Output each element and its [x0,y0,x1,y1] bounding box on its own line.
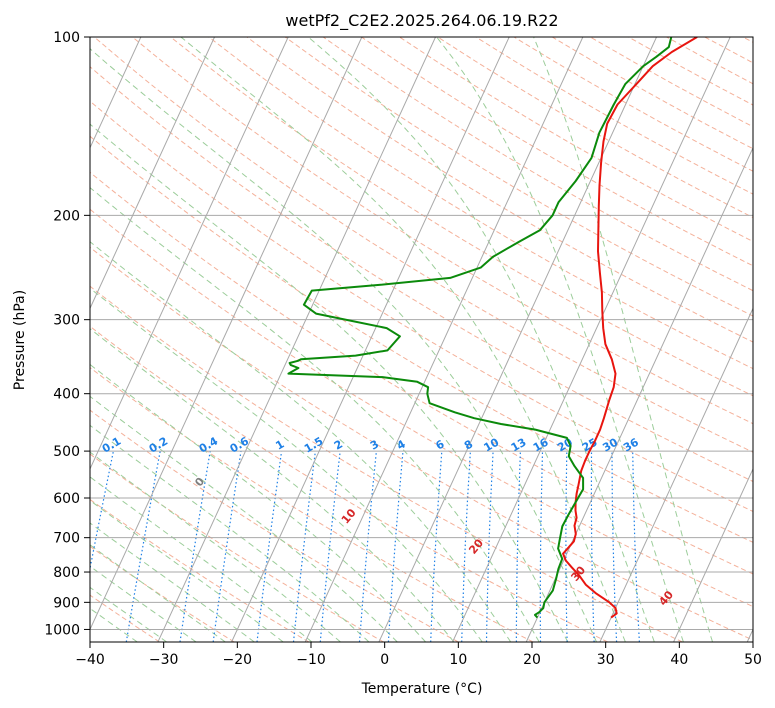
x-tick-label: 0 [380,652,389,668]
isotherm [90,37,215,310]
isotherm [304,37,584,642]
moist-adiabat [90,544,226,642]
isotherms [90,37,753,642]
moist-adiabat [90,123,569,642]
moist-adiabat [90,451,341,642]
isotherm [90,37,289,471]
y-tick-label: 600 [53,491,80,507]
moist-adiabat [90,363,426,642]
isobars [90,37,753,630]
moist-adiabat [90,48,597,642]
moist-adiabat [533,37,713,642]
isotherm [599,307,753,642]
x-axis-ticks: −40 −30 −20 −10 0 10 20 30 40 50 [75,642,762,668]
y-tick-label: 300 [53,313,80,329]
x-tick-label: 10 [449,652,467,668]
isotherm [90,37,363,631]
moist-adiabat [90,586,167,642]
dry-adiabat [90,208,753,608]
dry-adiabat [170,37,753,397]
isotherm [452,37,731,642]
y-tick-label: 500 [53,444,80,460]
dry-adiabat [90,594,160,642]
dry-adiabat [132,37,753,425]
moist-adiabat [90,186,540,642]
moist-adiabat [436,37,684,642]
x-axis-label: Temperature (°C) [361,681,483,697]
plot-area: 0.10.20.40.611.52346810131620253036-100-… [90,37,753,642]
moist-adiabat [90,565,197,642]
y-tick-label: 1000 [44,622,80,638]
profile-series [287,37,698,619]
plot-frame [89,36,754,643]
dry-adiabat [90,285,683,642]
x-tick-label: −10 [296,652,326,668]
y-tick-label: 100 [53,30,80,46]
x-tick-label: −30 [149,652,179,668]
isotherm [525,146,753,642]
y-axis-ticks: 100 200 300 400 500 600 700 800 900 1000 [44,30,90,638]
x-tick-label: 20 [523,652,541,668]
dry-adiabat [90,100,753,513]
moist-adiabats [90,37,713,642]
isotherm [157,37,436,642]
moist-adiabat [90,522,255,642]
y-tick-label: 700 [53,531,80,547]
dry-adiabat [322,37,753,292]
x-tick-label: 50 [744,652,762,668]
dry-adiabat [90,367,534,642]
x-tick-label: −40 [75,652,105,668]
dry-adiabat [90,246,753,641]
chart-title: wetPf2_C2E2.2025.264.06.19.R22 [285,11,558,31]
moist-adiabat [90,328,455,642]
isotherm [378,37,657,642]
moist-adiabat [90,287,483,642]
dewpoint-profile-line [287,37,673,619]
isotherm [231,37,510,642]
dry-adiabat [90,325,608,642]
dry-adiabat [90,498,310,642]
dry-adiabat [90,171,753,575]
temperature-profile-line [562,37,698,619]
moist-adiabat [90,395,398,642]
dry-adiabat [208,37,753,370]
x-tick-label: 40 [670,652,688,668]
dry-adiabats [90,37,753,642]
dry-adiabat [90,453,384,642]
y-tick-label: 900 [53,595,80,611]
x-tick-label: 30 [597,652,615,668]
y-axis-label: Pressure (hPa) [12,290,28,390]
moist-adiabat [180,37,626,642]
moist-adiabat [307,37,655,642]
dry-adiabat [90,135,753,543]
y-tick-label: 800 [53,565,80,581]
moist-adiabat [90,424,370,642]
y-tick-label: 200 [53,208,80,224]
x-tick-label: −20 [223,652,253,668]
moist-adiabat [90,499,284,642]
isotherm [673,467,753,642]
isotherm [90,37,142,150]
dry-adiabat [93,37,753,453]
moist-adiabat [90,241,512,642]
y-tick-label: 400 [53,387,80,403]
